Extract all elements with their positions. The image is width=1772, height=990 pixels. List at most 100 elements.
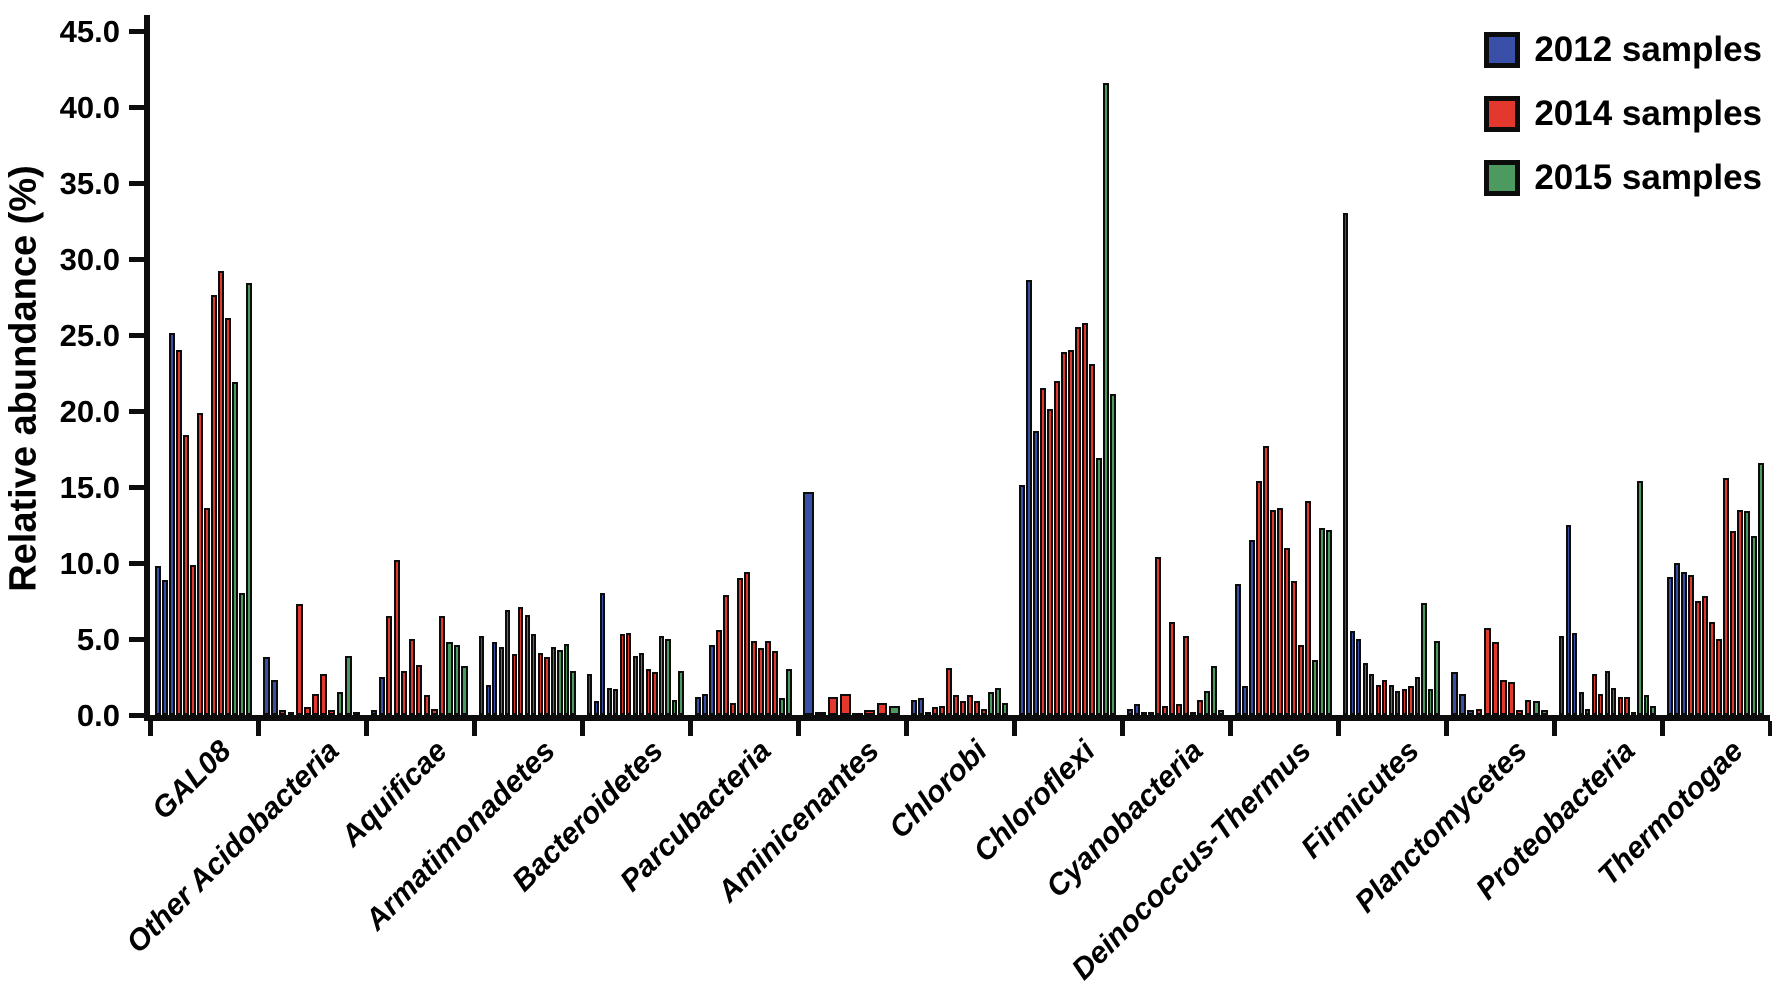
y-tick-label: 45.0 <box>59 14 120 49</box>
legend-label: 2012 samples <box>1534 30 1762 69</box>
bar <box>1630 711 1637 716</box>
bar <box>1702 596 1708 715</box>
legend-item: 2012 samples <box>1484 30 1762 70</box>
bar <box>1388 684 1394 715</box>
bar <box>183 435 189 715</box>
bar <box>518 607 524 715</box>
bar <box>1751 535 1757 715</box>
bar <box>1162 705 1168 715</box>
bar <box>1019 485 1025 715</box>
bar <box>678 670 684 715</box>
bar <box>328 710 336 715</box>
bar <box>1565 525 1571 715</box>
bar <box>320 673 328 715</box>
x-axis-tick <box>1228 721 1233 736</box>
bar <box>162 579 168 715</box>
bar <box>946 667 952 715</box>
y-axis-tick <box>129 485 144 490</box>
bar <box>344 655 352 715</box>
bar <box>600 593 606 715</box>
bar <box>232 382 238 715</box>
bar <box>1270 509 1276 715</box>
bar <box>570 670 576 715</box>
bar <box>587 673 593 715</box>
y-axis-tick <box>129 181 144 186</box>
bar <box>505 610 511 715</box>
bar <box>606 687 612 715</box>
bar <box>1744 511 1750 715</box>
y-axis-tick <box>129 29 144 34</box>
y-axis-title: Relative abundance (%) <box>2 165 45 592</box>
y-axis-tick <box>129 637 144 642</box>
bar <box>1723 477 1729 715</box>
bar <box>1591 673 1597 715</box>
x-axis-tick <box>1660 721 1665 736</box>
bar <box>218 271 224 715</box>
bar <box>695 696 701 715</box>
bar <box>371 710 378 715</box>
bar <box>953 695 959 715</box>
bar <box>765 640 771 715</box>
bar <box>279 710 287 715</box>
bar <box>453 645 461 715</box>
x-axis-tick <box>472 721 477 736</box>
bar <box>1141 711 1147 716</box>
bar <box>716 629 722 715</box>
bar <box>1611 687 1617 715</box>
bar <box>702 693 708 715</box>
bar <box>287 711 295 716</box>
bar <box>1169 622 1175 715</box>
bar <box>204 508 210 715</box>
bar <box>176 350 182 715</box>
y-tick-label: 0.0 <box>76 698 120 733</box>
bar <box>1695 601 1701 715</box>
y-tick-label: 20.0 <box>59 394 120 429</box>
legend: 2012 samples 2014 samples 2015 samples <box>1484 30 1762 222</box>
bar <box>639 652 645 715</box>
bar <box>626 632 632 715</box>
bar <box>593 701 599 715</box>
bar <box>1176 704 1182 715</box>
x-axis-tick <box>364 721 369 736</box>
bar <box>737 578 743 715</box>
bar <box>1382 680 1388 715</box>
x-axis-tick <box>1120 721 1125 736</box>
bar <box>645 669 652 715</box>
bar <box>271 680 279 715</box>
bar <box>408 639 415 715</box>
bar <box>416 664 423 715</box>
bar <box>1578 692 1584 715</box>
bar <box>1096 458 1102 715</box>
bar <box>239 593 245 715</box>
bar <box>1026 280 1032 715</box>
bar <box>431 708 438 715</box>
bar <box>225 318 231 715</box>
bar <box>1475 708 1483 715</box>
x-axis-tick <box>1552 721 1557 736</box>
bar <box>839 693 851 715</box>
bar <box>960 701 966 715</box>
bar <box>786 669 792 715</box>
bar <box>1127 708 1133 715</box>
y-axis-tick <box>129 333 144 338</box>
bar <box>1688 575 1694 715</box>
bar <box>246 283 252 715</box>
bar <box>658 635 665 715</box>
bar <box>709 645 715 715</box>
bar <box>1068 350 1074 715</box>
x-axis-tick <box>148 721 153 736</box>
bar <box>967 695 973 715</box>
y-axis-tick <box>129 713 144 718</box>
bar <box>312 693 319 715</box>
bar <box>511 654 517 715</box>
bar <box>1089 363 1095 715</box>
bar <box>1540 710 1548 715</box>
bar <box>1709 622 1715 715</box>
bar <box>378 677 385 715</box>
bar <box>974 701 980 715</box>
bar <box>524 614 530 715</box>
legend-swatch <box>1484 160 1521 196</box>
bar <box>1559 635 1565 715</box>
bar <box>1408 686 1414 715</box>
bar <box>1242 686 1248 715</box>
